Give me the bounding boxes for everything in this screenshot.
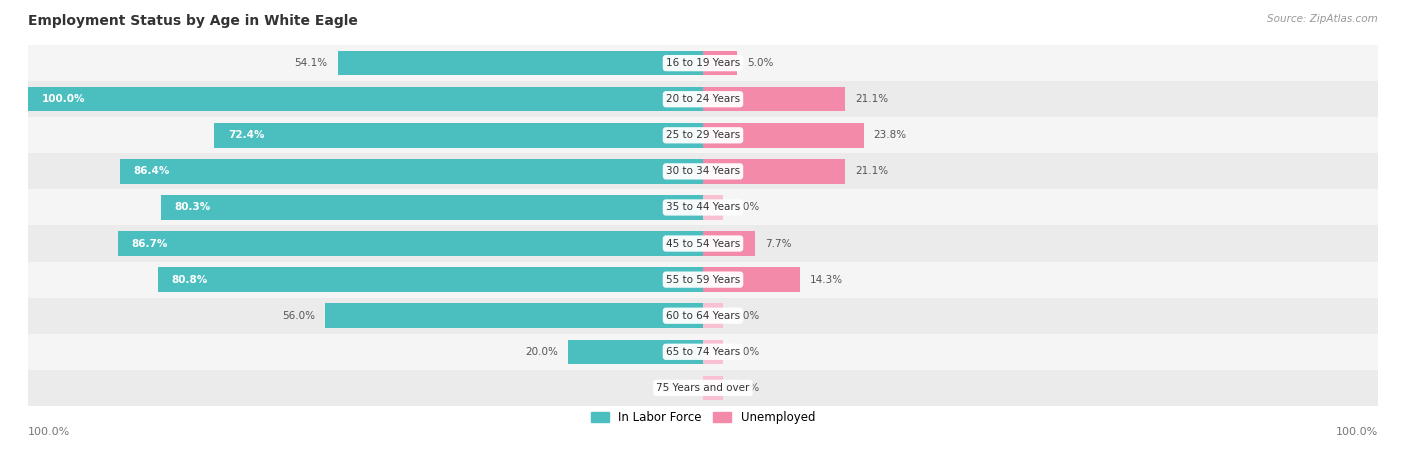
Text: 5.0%: 5.0%	[747, 58, 773, 68]
Text: 25 to 29 Years: 25 to 29 Years	[666, 130, 740, 140]
Text: 56.0%: 56.0%	[283, 311, 315, 321]
Text: 100.0%: 100.0%	[28, 428, 70, 437]
Bar	[337, 51, 703, 75]
Text: Source: ZipAtlas.com: Source: ZipAtlas.com	[1267, 14, 1378, 23]
Text: 55 to 59 Years: 55 to 59 Years	[666, 275, 740, 285]
Legend: In Labor Force, Unemployed: In Labor Force, Unemployed	[586, 406, 820, 429]
Bar	[703, 195, 723, 220]
Bar	[28, 81, 1378, 117]
Bar	[703, 304, 723, 328]
Bar	[568, 340, 703, 364]
Text: 60 to 64 Years: 60 to 64 Years	[666, 311, 740, 321]
Text: 86.4%: 86.4%	[134, 166, 170, 176]
Text: 72.4%: 72.4%	[228, 130, 264, 140]
Bar	[214, 123, 703, 147]
Bar	[703, 159, 845, 184]
Bar	[703, 376, 723, 400]
Text: 75 Years and over: 75 Years and over	[657, 383, 749, 393]
Text: 45 to 54 Years: 45 to 54 Years	[666, 239, 740, 249]
Bar	[703, 51, 737, 75]
Bar	[28, 298, 1378, 334]
Bar	[28, 370, 1378, 406]
Bar	[162, 195, 703, 220]
Text: 65 to 74 Years: 65 to 74 Years	[666, 347, 740, 357]
Bar	[28, 262, 1378, 298]
Text: 0.0%: 0.0%	[734, 311, 759, 321]
Bar	[28, 87, 703, 111]
Text: 0.0%: 0.0%	[734, 383, 759, 393]
Text: 20.0%: 20.0%	[524, 347, 558, 357]
Text: 0.0%: 0.0%	[664, 383, 689, 393]
Bar	[703, 340, 723, 364]
Bar	[157, 267, 703, 292]
Bar	[28, 117, 1378, 153]
Text: 14.3%: 14.3%	[810, 275, 842, 285]
Text: 100.0%: 100.0%	[1336, 428, 1378, 437]
Text: 100.0%: 100.0%	[42, 94, 86, 104]
Text: 16 to 19 Years: 16 to 19 Years	[666, 58, 740, 68]
Text: 21.1%: 21.1%	[855, 166, 889, 176]
Bar	[703, 231, 755, 256]
Bar	[703, 123, 863, 147]
Bar	[120, 159, 703, 184]
Text: 21.1%: 21.1%	[855, 94, 889, 104]
Text: 35 to 44 Years: 35 to 44 Years	[666, 202, 740, 212]
Text: Employment Status by Age in White Eagle: Employment Status by Age in White Eagle	[28, 14, 359, 28]
Text: 20 to 24 Years: 20 to 24 Years	[666, 94, 740, 104]
Bar	[28, 45, 1378, 81]
Text: 54.1%: 54.1%	[295, 58, 328, 68]
Bar	[28, 189, 1378, 226]
Text: 7.7%: 7.7%	[765, 239, 792, 249]
Text: 0.0%: 0.0%	[734, 202, 759, 212]
Bar	[703, 267, 800, 292]
Text: 23.8%: 23.8%	[873, 130, 907, 140]
Text: 30 to 34 Years: 30 to 34 Years	[666, 166, 740, 176]
Bar	[28, 226, 1378, 262]
Bar	[703, 87, 845, 111]
Text: 86.7%: 86.7%	[131, 239, 167, 249]
Bar	[118, 231, 703, 256]
Text: 80.3%: 80.3%	[174, 202, 211, 212]
Bar	[28, 334, 1378, 370]
Bar	[325, 304, 703, 328]
Text: 80.8%: 80.8%	[172, 275, 208, 285]
Bar	[28, 153, 1378, 189]
Text: 0.0%: 0.0%	[734, 347, 759, 357]
